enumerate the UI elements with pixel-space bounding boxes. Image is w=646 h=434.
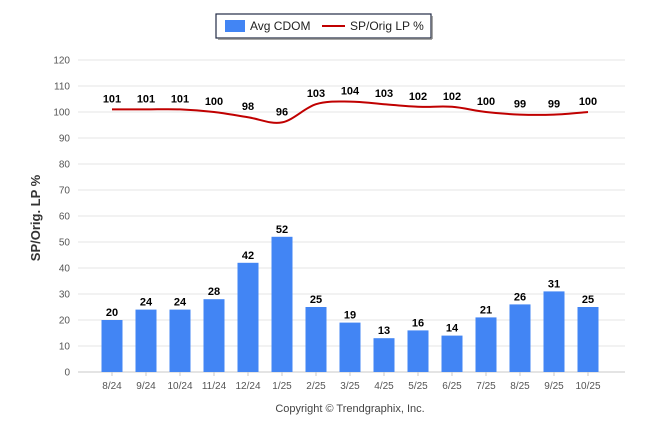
bar-10-25 — [577, 307, 599, 372]
x-axis-ticks: 8/24 9/24 10/24 11/24 12/24 1/25 2/25 3/25 4/25 5… — [102, 372, 601, 392]
line-data-label: 101 — [171, 93, 189, 105]
line-data-label: 100 — [579, 96, 597, 108]
bar-8-25 — [509, 304, 531, 372]
line-data-label: 98 — [242, 101, 254, 113]
line-series — [112, 100, 589, 124]
line-data-label: 101 — [103, 93, 121, 105]
x-tick-label: 1/25 — [272, 381, 292, 392]
bar-data-label: 42 — [242, 250, 254, 262]
y-tick-label: 80 — [59, 160, 71, 171]
bar-9-25 — [543, 291, 565, 372]
bar-data-label: 31 — [548, 278, 560, 290]
bar-data-label: 20 — [106, 307, 118, 319]
bar-data-label: 16 — [412, 317, 424, 329]
bar-12-24 — [237, 262, 259, 372]
y-tick-label: 100 — [53, 108, 70, 119]
y-axis-title: SP/Orig. LP % — [28, 174, 43, 261]
x-tick-label: 10/25 — [575, 381, 600, 392]
bar-data-label: 24 — [140, 297, 153, 309]
bar-data-label: 25 — [582, 294, 594, 306]
y-axis-ticks: 0 10 20 30 40 50 60 70 80 90 100 110 120 — [53, 56, 70, 379]
bar-5-25 — [407, 330, 429, 372]
line-data-label: 102 — [443, 91, 461, 103]
bar-data-label: 21 — [480, 304, 492, 316]
x-tick-label: 3/25 — [340, 381, 360, 392]
bar-7-25 — [475, 317, 497, 372]
bar-10-24 — [169, 309, 191, 372]
x-tick-label: 11/24 — [202, 381, 227, 392]
bar-11-24 — [203, 299, 225, 372]
bar-data-label: 28 — [208, 286, 220, 298]
grid — [78, 59, 625, 373]
copyright-text: Copyright © Trendgraphix, Inc. — [275, 403, 424, 415]
bar-1-25 — [271, 236, 293, 372]
bar-data-label: 25 — [310, 294, 322, 306]
line-data-label: 103 — [375, 88, 393, 100]
y-tick-label: 30 — [59, 290, 71, 301]
line-data-label: 101 — [137, 93, 155, 105]
bar-4-25 — [373, 338, 395, 372]
x-tick-label: 4/25 — [374, 381, 394, 392]
line-sp-orig-lp — [112, 100, 589, 124]
x-tick-label: 2/25 — [306, 381, 326, 392]
data-labels: 20 24 24 28 42 52 25 19 13 16 14 21 26 31 25 101 101 101 1… — [103, 86, 597, 338]
line-data-label: 99 — [514, 99, 526, 111]
bar-6-25 — [441, 335, 463, 372]
legend-label-avg-cdom: Avg CDOM — [250, 19, 310, 33]
legend-label-sp-orig-lp: SP/Orig LP % — [350, 19, 424, 33]
y-tick-label: 20 — [59, 316, 71, 327]
bar-data-label: 24 — [174, 297, 187, 309]
y-tick-label: 50 — [59, 238, 71, 249]
y-tick-label: 40 — [59, 264, 71, 275]
legend: Avg CDOM SP/Orig LP % — [215, 13, 433, 40]
line-data-label: 96 — [276, 106, 288, 118]
x-tick-label: 8/25 — [510, 381, 530, 392]
bar-data-label: 52 — [276, 224, 288, 236]
bar-data-label: 13 — [378, 325, 390, 337]
bar-2-25 — [305, 307, 327, 372]
y-tick-label: 120 — [53, 56, 70, 67]
y-tick-label: 90 — [59, 134, 71, 145]
x-tick-label: 9/24 — [136, 381, 156, 392]
bar-data-label: 14 — [446, 323, 459, 335]
line-data-label: 102 — [409, 91, 427, 103]
x-tick-label: 8/24 — [102, 381, 122, 392]
x-tick-label: 5/25 — [408, 381, 428, 392]
bar-3-25 — [339, 322, 361, 372]
y-tick-label: 70 — [59, 186, 71, 197]
bar-series — [101, 236, 599, 372]
line-data-label: 99 — [548, 99, 560, 111]
x-tick-label: 9/25 — [544, 381, 564, 392]
bar-9-24 — [135, 309, 157, 372]
bar-8-24 — [101, 320, 123, 372]
bar-data-label: 19 — [344, 310, 356, 322]
y-tick-label: 10 — [59, 342, 71, 353]
x-tick-label: 10/24 — [167, 381, 192, 392]
line-data-label: 104 — [341, 86, 360, 98]
x-tick-label: 6/25 — [442, 381, 462, 392]
line-data-label: 103 — [307, 88, 325, 100]
y-tick-label: 0 — [64, 368, 70, 379]
line-data-label: 100 — [205, 96, 223, 108]
y-tick-label: 60 — [59, 212, 71, 223]
bar-data-label: 26 — [514, 291, 526, 303]
y-tick-label: 110 — [54, 82, 70, 93]
x-tick-label: 12/24 — [235, 381, 260, 392]
legend-swatch-avg-cdom — [225, 20, 245, 32]
x-tick-label: 7/25 — [476, 381, 496, 392]
line-data-label: 100 — [477, 96, 495, 108]
